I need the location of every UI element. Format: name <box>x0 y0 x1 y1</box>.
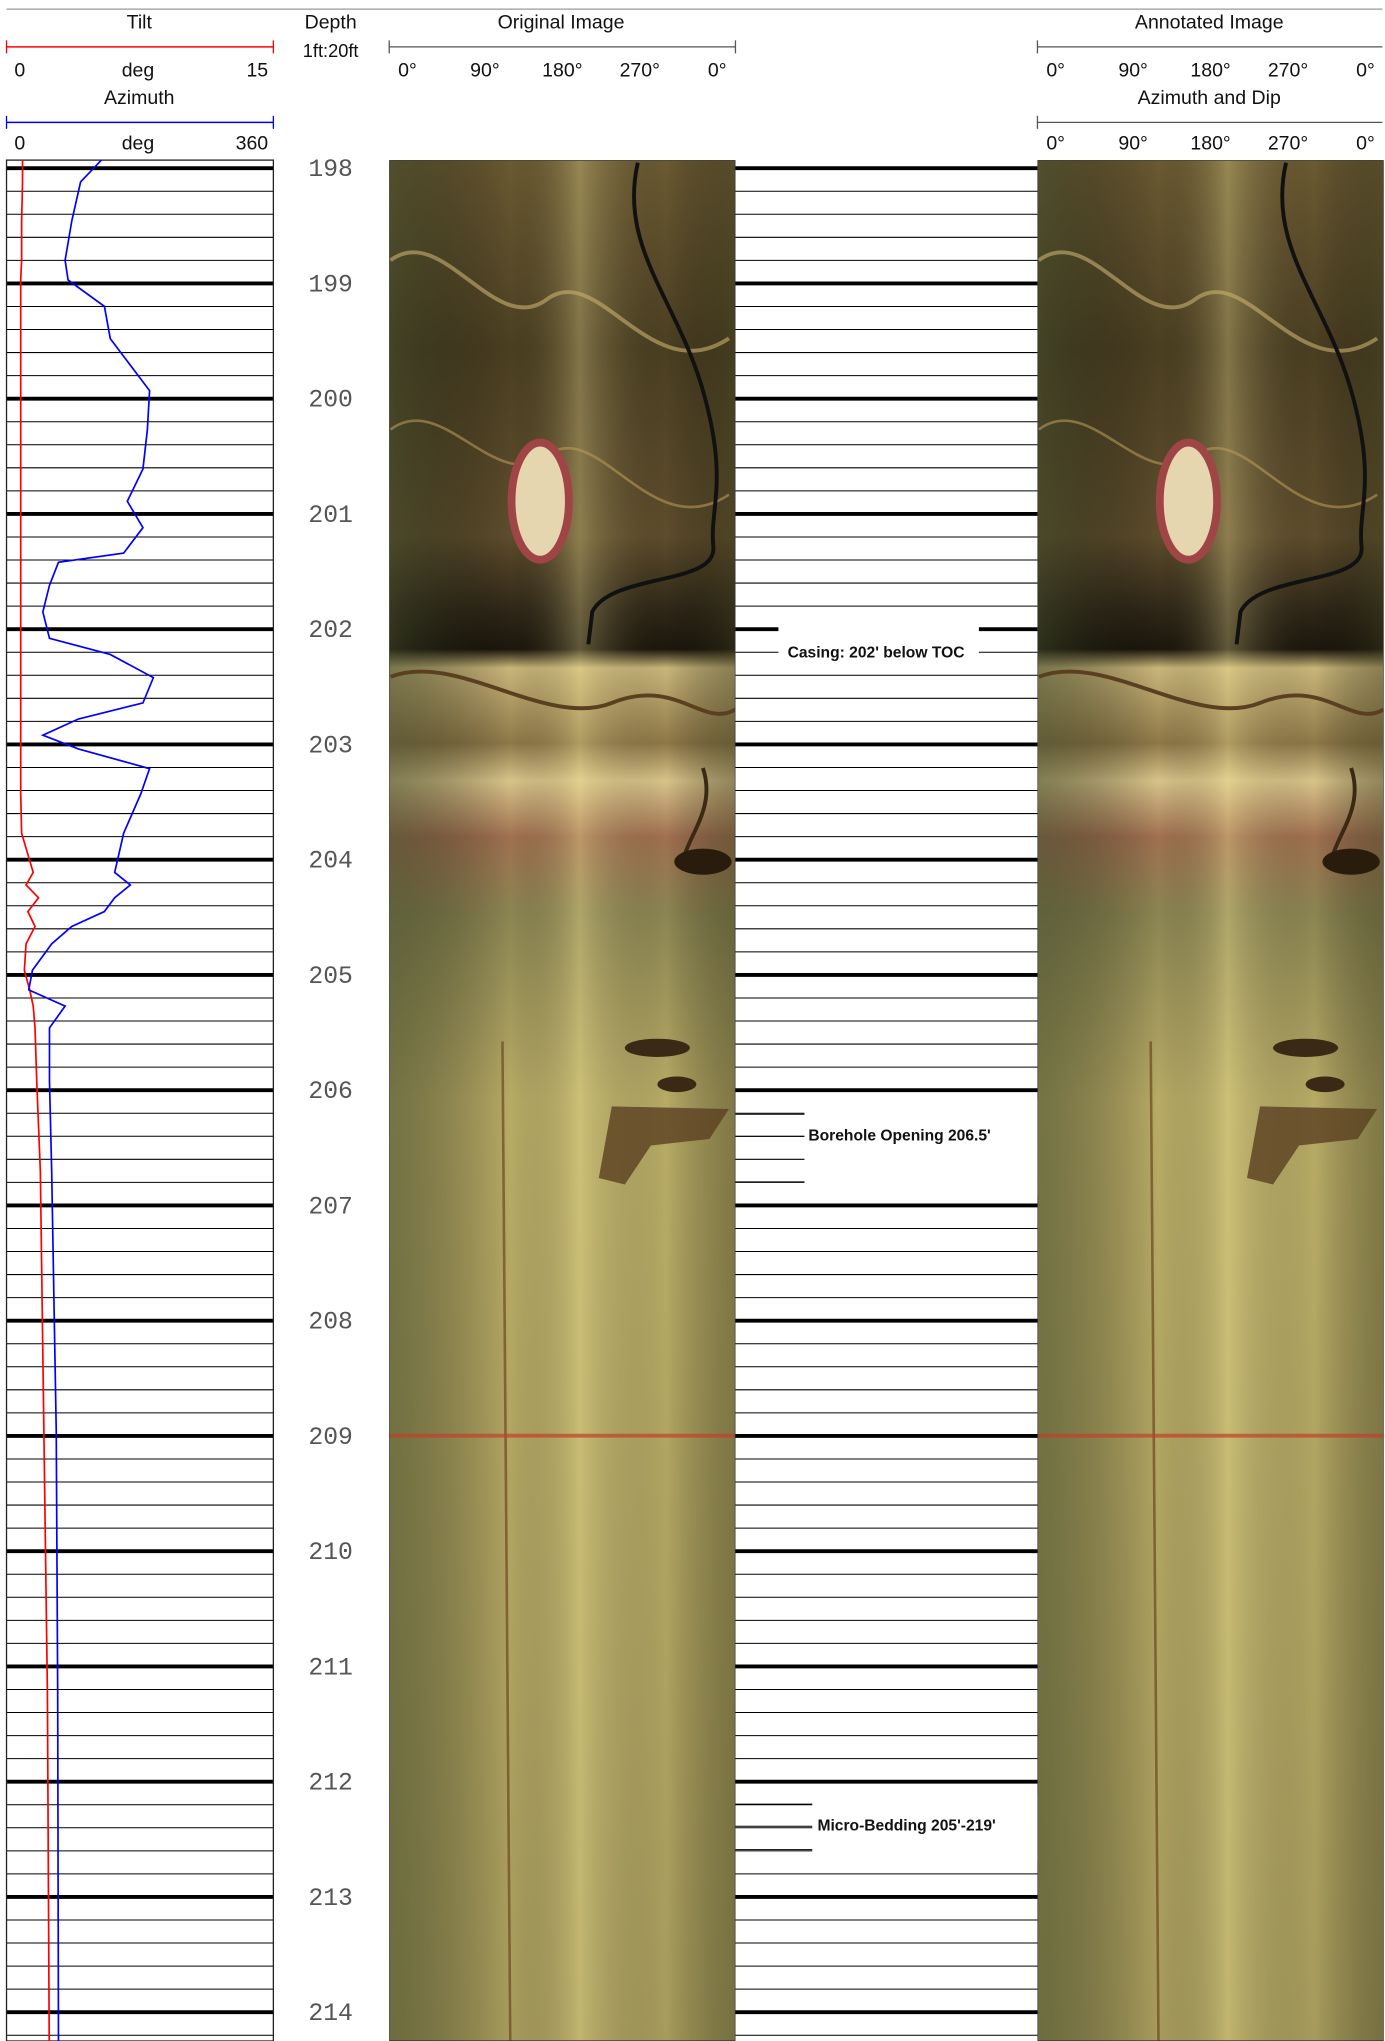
x-tick-label: 0° <box>1046 133 1065 155</box>
x-tick-label: 90° <box>1118 60 1148 82</box>
x-tick-label: 0 <box>14 60 25 82</box>
depth-label: 201 <box>308 502 353 530</box>
depth-label: 206 <box>308 1078 353 1106</box>
azimuth-title: Azimuth <box>104 87 174 109</box>
x-tick-label: 180° <box>1190 133 1230 155</box>
depth-label: 198 <box>308 156 353 184</box>
depth-label: 200 <box>308 387 353 415</box>
x-tick-label: 0° <box>708 60 727 82</box>
depth-title: Depth <box>305 12 357 34</box>
annotated-image-subtitle: Azimuth and Dip <box>1138 87 1281 109</box>
depth-label: 207 <box>308 1193 353 1221</box>
depth-scale: 1ft:20ft <box>303 41 359 61</box>
x-tick-label: 270° <box>1268 60 1308 82</box>
annotation-box <box>804 1101 1037 1195</box>
depth-label: 213 <box>308 1885 353 1913</box>
tilt-unit: deg <box>122 60 155 82</box>
x-tick-label: 0° <box>1046 60 1065 82</box>
void <box>674 849 731 875</box>
page: Tilt deg Azimuth deg Depth 1ft:20ft Orig… <box>0 0 1385 2041</box>
depth-label: 205 <box>308 963 353 991</box>
x-tick-label: 0° <box>1356 60 1375 82</box>
x-tick-label: 270° <box>620 60 660 82</box>
depth-label: 211 <box>308 1654 353 1682</box>
depth-label: 214 <box>308 2000 353 2028</box>
depth-label: 199 <box>308 271 353 299</box>
x-tick-label: 90° <box>470 60 500 82</box>
annotated-image-title: Annotated Image <box>1135 12 1284 34</box>
x-tick-label: 270° <box>1268 133 1308 155</box>
void <box>625 1039 690 1057</box>
depth-label: 209 <box>308 1424 353 1452</box>
tilt-title: Tilt <box>127 12 153 34</box>
well-log: Tilt deg Azimuth deg Depth 1ft:20ft Orig… <box>0 0 1385 2041</box>
depth-label: 204 <box>308 848 353 876</box>
void <box>657 1076 696 1092</box>
x-tick-label: 15 <box>246 60 268 82</box>
inclusion <box>512 443 569 560</box>
annotation: Micro-Bedding 205'-219' <box>817 1817 995 1834</box>
original-image-title: Original Image <box>498 12 625 34</box>
depth-label: 210 <box>308 1539 353 1567</box>
annotation: Borehole Opening 206.5' <box>808 1127 990 1144</box>
annotation: Casing: 202' below TOC <box>788 645 965 662</box>
annotated-borehole-image <box>1037 160 1383 2041</box>
image-shade <box>389 160 735 2041</box>
depth-label: 202 <box>308 617 353 645</box>
x-tick-label: 0 <box>14 133 25 155</box>
x-tick-label: 180° <box>542 60 582 82</box>
depth-label: 203 <box>308 732 353 760</box>
borehole-image <box>389 160 735 2041</box>
depth-label: 212 <box>308 1770 353 1798</box>
depth-label: 208 <box>308 1309 353 1337</box>
azimuth-unit: deg <box>122 133 155 155</box>
x-tick-label: 180° <box>1190 60 1230 82</box>
x-tick-label: 0° <box>398 60 417 82</box>
x-tick-label: 0° <box>1356 133 1375 155</box>
x-tick-label: 360 <box>236 133 269 155</box>
x-tick-label: 90° <box>1118 133 1148 155</box>
